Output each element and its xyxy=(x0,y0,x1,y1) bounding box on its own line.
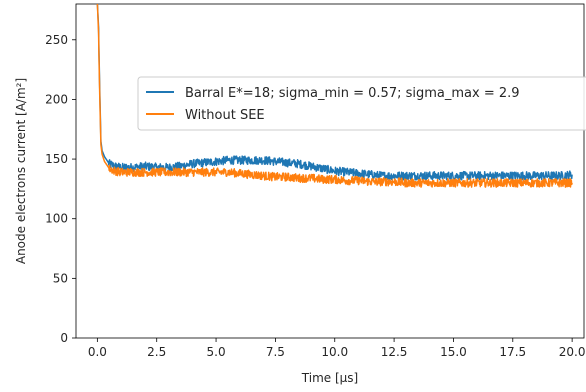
x-axis-ticks: 0.0 2.5 5.0 7.5 10.0 12.5 15.0 17.5 20.0 xyxy=(88,338,586,359)
y-tick-label: 200 xyxy=(45,92,68,106)
x-tick-label: 15.0 xyxy=(440,345,467,359)
legend-label-1: Barral E*=18; sigma_min = 0.57; sigma_ma… xyxy=(185,86,520,101)
axes-frame xyxy=(75,3,585,339)
y-tick-label: 100 xyxy=(45,212,68,226)
axes-spines xyxy=(75,3,585,339)
legend: Barral E*=18; sigma_min = 0.57; sigma_ma… xyxy=(137,76,586,131)
series-line-2 xyxy=(96,4,573,188)
legend-label-2: Without SEE xyxy=(185,108,265,123)
x-tick-label: 20.0 xyxy=(559,345,586,359)
series-layer xyxy=(96,4,573,188)
x-tick-label: 7.5 xyxy=(266,345,285,359)
y-tick-label: 250 xyxy=(45,33,68,47)
x-tick-label: 12.5 xyxy=(381,345,408,359)
y-tick-label: 50 xyxy=(53,271,68,285)
legend-box xyxy=(137,76,586,131)
x-tick-label: 5.0 xyxy=(207,345,226,359)
x-axis-title: Time [μs] xyxy=(301,371,358,385)
x-tick-label: 0.0 xyxy=(88,345,107,359)
y-axis-title: Anode electrons current [A/m²] xyxy=(14,78,28,264)
y-tick-label: 150 xyxy=(45,152,68,166)
x-tick-label: 10.0 xyxy=(321,345,348,359)
x-tick-label: 17.5 xyxy=(499,345,526,359)
y-tick-label: 0 xyxy=(60,331,68,345)
y-axis-ticks: 0 50 100 150 200 250 xyxy=(45,33,76,345)
x-tick-label: 2.5 xyxy=(147,345,166,359)
